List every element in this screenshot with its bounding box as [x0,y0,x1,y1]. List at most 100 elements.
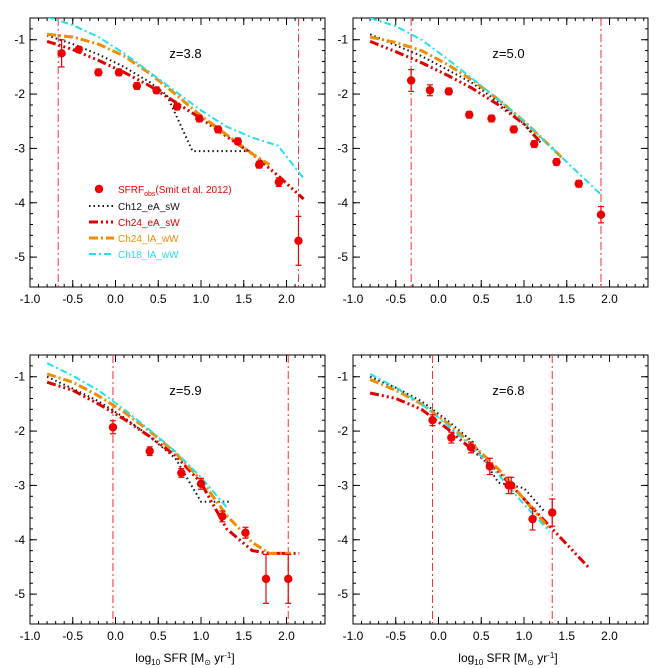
obs-point [152,86,161,95]
obs-point [596,210,606,219]
y-tick-label: -3 [337,478,348,492]
y-tick-label: -2 [337,87,348,101]
obs-point [145,446,154,456]
x-tick-label: 1.5 [235,292,252,306]
legend-obs-main: SFRF [118,185,144,196]
plot-area [369,18,606,287]
y-tick-label: -1 [14,370,25,384]
obs-point [506,481,516,490]
obs-point [574,179,583,188]
x-tick-label: -0.5 [385,629,406,643]
plot-frame [352,17,649,288]
series-line-Ch12_eA_sW [46,375,231,503]
legend-obs-sub: obs [144,191,156,198]
y-tick-label: -2 [14,87,25,101]
obs-point [548,508,557,517]
legend-obs-ref: (Smit et al. 2012) [155,185,231,196]
obs-point [447,433,456,442]
y-tick-label: -5 [337,250,348,264]
y-tick-label: -1 [14,33,25,47]
x-tick-label: 0.0 [107,629,124,643]
x-tick-label: 2.0 [601,292,618,306]
obs-point [294,236,303,246]
series-line-Ch18_lA_wW [47,18,305,179]
obs-point [233,137,242,146]
x-tick-label: 1.0 [193,292,210,306]
x-tick-label: 0.5 [150,292,167,306]
panel-3: -1.0 -0.5 0.0 0.5 1.0 1.5 2.0 -1 -2 -3 -4 -5 z=5.9 [14,354,326,643]
x-axis-title-right: log10 SFR [M⊙ yr-1] [458,651,557,667]
panel-redshift-label: z=6.8 [492,383,524,398]
x-tick-label: -1.0 [343,292,364,306]
plot-area [46,18,305,287]
y-tick-label: -4 [337,196,348,210]
panels-group: -1.0 -0.5 0.0 0.5 1.0 1.5 2.0-1-2-3-4-5z=3.8-1… [14,17,649,643]
obs-point [94,68,103,77]
series-line-Ch24_lA_wW [46,372,291,555]
y-tick-label: -4 [14,533,25,547]
plot-frame [29,354,326,625]
obs-point [177,468,186,478]
panel-4: -1.0 -0.5 0.0 0.5 1.0 1.5 2.0 -1 -2 -3 -4 -5 z=6.8 [337,354,649,643]
x-tick-label: 1.0 [193,629,210,643]
x-tick-label: -0.5 [385,292,406,306]
y-tick-label: -3 [14,478,25,492]
y-tick-label: -5 [14,587,25,601]
y-tick-label: -1 [337,33,348,47]
obs-point [195,114,204,123]
obs-point [172,102,182,111]
panel-redshift-label: z=5.9 [169,383,201,398]
obs-point [509,125,518,134]
series-line-Ch24_eA_sW [369,40,543,145]
obs-point [552,157,561,167]
obs-point [530,139,539,149]
obs-point [274,177,284,187]
y-tick-label: -4 [337,533,348,547]
obs-point [196,479,206,488]
obs-point [466,443,476,452]
obs-point [57,49,66,58]
obs-point [213,125,223,134]
x-tick-label: 1.0 [516,292,533,306]
legend-label-Ch12_eA_sW: Ch12_eA_sW [118,202,180,213]
series-line-Ch18_lA_wW [369,373,551,533]
x-tick-label: 0.5 [150,629,167,643]
y-tick-label: -4 [14,196,25,210]
y-tick-label: -1 [337,370,348,384]
obs-point [284,574,293,584]
panel-1: -1.0 -0.5 0.0 0.5 1.0 1.5 2.0 -1 -2 -3 -4 -5 z=3.8 [14,17,326,306]
obs-point [114,68,124,77]
x-tick-label: 1.5 [558,629,575,643]
y-tick-label: -3 [14,141,25,155]
series-line-Ch24_lA_wW [369,35,564,160]
x-tick-label: -0.5 [62,629,83,643]
series-line-Ch24_lA_wW [369,378,551,530]
obs-point [485,462,495,471]
x-tick-label: -0.5 [62,292,83,306]
x-tick-label: -1.0 [20,629,41,643]
x-tick-label: 0.0 [430,629,447,643]
series-line-Ch12_eA_sW [369,33,542,144]
x-tick-label: -1.0 [20,292,41,306]
obs-point [218,512,227,521]
y-tick-label: -5 [337,587,348,601]
x-tick-label: 0.5 [473,292,490,306]
obs-point [241,528,250,537]
x-tick-label: 2.0 [278,629,295,643]
obs-point [465,110,474,119]
x-axis-title-left: log10 SFR [M⊙ yr-1] [135,651,234,667]
obs-point [425,86,435,95]
obs-point [406,76,416,85]
obs-point [108,423,118,432]
x-tick-label: 2.0 [278,292,295,306]
x-tick-label: 2.0 [601,629,618,643]
legend: SFRFobs(Smit et al. 2012) Ch12_eA_sW Ch2… [89,184,232,261]
obs-point [528,514,537,524]
series-line-Ch18_lA_wW [369,18,602,196]
plot-frame [29,17,326,288]
series-line-Ch24_eA_sW [46,380,300,555]
x-tick-label: 1.5 [235,629,252,643]
panel-redshift-label: z=5.0 [492,46,524,61]
plot-area [46,355,300,624]
